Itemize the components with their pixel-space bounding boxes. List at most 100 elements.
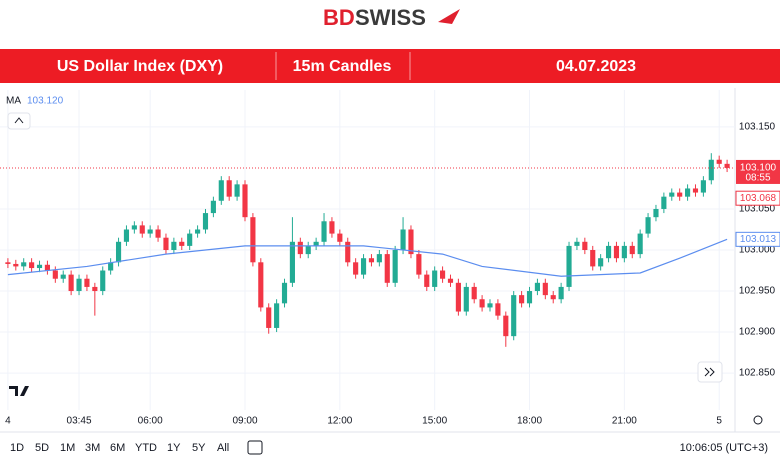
candle-body: [76, 278, 82, 292]
candle-body: [368, 258, 375, 263]
date-range-icon[interactable]: [247, 440, 263, 455]
candle-body: [621, 245, 627, 259]
y-tick-label: 102.900: [739, 327, 776, 338]
candle-body: [542, 282, 548, 296]
candle-body: [519, 295, 525, 304]
range-button[interactable]: 5Y: [192, 442, 206, 454]
candle-body: [605, 245, 612, 259]
logo-arrow: [438, 9, 460, 24]
candle-body: [416, 254, 422, 275]
range-button[interactable]: 6M: [110, 442, 125, 454]
x-tick-label: 06:00: [138, 416, 163, 427]
candle-body: [669, 192, 675, 197]
range-button[interactable]: YTD: [135, 442, 157, 454]
candle-body: [392, 250, 398, 283]
price-tag-countdown: 08:55: [745, 173, 770, 184]
candle-body: [685, 188, 691, 197]
logo-swiss: SWISS: [355, 5, 426, 30]
candle-body: [708, 159, 714, 181]
candle-body: [68, 274, 74, 292]
candle-body: [566, 245, 572, 287]
candle-body: [115, 241, 122, 263]
candle-body: [218, 180, 224, 201]
candle-body: [424, 274, 430, 287]
candle-body: [463, 286, 469, 312]
candle-body: [653, 208, 659, 218]
candle-body: [716, 159, 722, 164]
candle-body: [376, 254, 382, 263]
candle-body: [598, 258, 604, 267]
candle-body: [700, 180, 706, 193]
price-tag-label: 103.100: [740, 163, 777, 174]
candle-body: [661, 196, 667, 209]
candle-body: [550, 295, 556, 300]
plot: 103.150 103.050 103.000 102.950 102.900 102.8…: [0, 90, 780, 427]
candle-body: [163, 237, 169, 250]
logo-bd: BD: [323, 5, 355, 30]
candle-body: [408, 229, 414, 255]
price-tag-label: 103.013: [740, 234, 777, 245]
scroll-icon: [704, 367, 715, 377]
candle-body: [250, 217, 256, 263]
candle-body: [345, 241, 351, 263]
timeframe: 15m Candles: [293, 58, 392, 75]
candle-body: [84, 278, 90, 287]
toolbar: 1D 5D 1M 3M 6M YTD 1Y 5Y All: [10, 442, 229, 454]
candle-body: [92, 286, 98, 292]
candle-body: [21, 262, 27, 267]
candle-body: [613, 245, 620, 259]
x-tick-label: 18:00: [517, 416, 542, 427]
candle-body: [13, 263, 19, 267]
candle-body: [274, 303, 280, 328]
collapse-button[interactable]: [7, 112, 31, 130]
y-tick-label: 102.950: [739, 286, 776, 297]
settings-icon[interactable]: [753, 415, 763, 425]
candle-body: [210, 200, 216, 214]
candle-body: [139, 225, 145, 234]
candle-body: [60, 274, 66, 279]
range-button[interactable]: 1D: [10, 442, 24, 454]
candle-body: [455, 282, 461, 312]
y-tick-label: 102.850: [739, 368, 776, 379]
candle-body: [447, 278, 454, 283]
range-button[interactable]: 5D: [35, 442, 49, 454]
instrument: US Dollar Index (DXY): [57, 58, 223, 75]
x-tick-label: 21:00: [612, 416, 637, 427]
candle-body: [202, 213, 209, 230]
ma-legend-value: 103.120: [27, 96, 64, 107]
range-button[interactable]: 1M: [60, 442, 75, 454]
y-tick-label: 103.150: [739, 122, 776, 133]
ma-legend-name: MA: [6, 96, 21, 107]
range-button[interactable]: 1Y: [167, 442, 181, 454]
logo: BD SWISS: [323, 5, 460, 30]
candle-body: [44, 264, 50, 271]
candle-body: [503, 315, 509, 337]
candle-body: [179, 241, 185, 246]
candle-body: [5, 262, 11, 264]
candle-body: [360, 258, 367, 275]
candle-body: [629, 245, 635, 255]
candle-body: [195, 229, 201, 234]
candle-body: [337, 233, 343, 242]
candle-body: [487, 303, 493, 308]
x-tick-label: 4: [5, 416, 11, 427]
candle-body: [574, 241, 580, 246]
candle-body: [242, 184, 248, 218]
tv-logo: [9, 386, 29, 396]
x-tick-label: 15:00: [422, 416, 447, 427]
range-button[interactable]: All: [217, 442, 229, 454]
clock: 10:06:05 (UTC+3): [680, 442, 768, 454]
header-bar: [0, 49, 780, 83]
candle-body: [582, 241, 588, 250]
candle-body: [36, 264, 43, 269]
price-tag: [736, 159, 780, 184]
candle-body: [724, 163, 730, 168]
candle-body: [234, 184, 240, 197]
candle-body: [637, 233, 643, 255]
range-button[interactable]: 3M: [85, 442, 100, 454]
candle-body: [289, 241, 295, 283]
candle-body: [123, 229, 130, 242]
scroll-button[interactable]: [697, 361, 723, 383]
candle-body: [108, 262, 114, 271]
candle-body: [471, 286, 477, 300]
